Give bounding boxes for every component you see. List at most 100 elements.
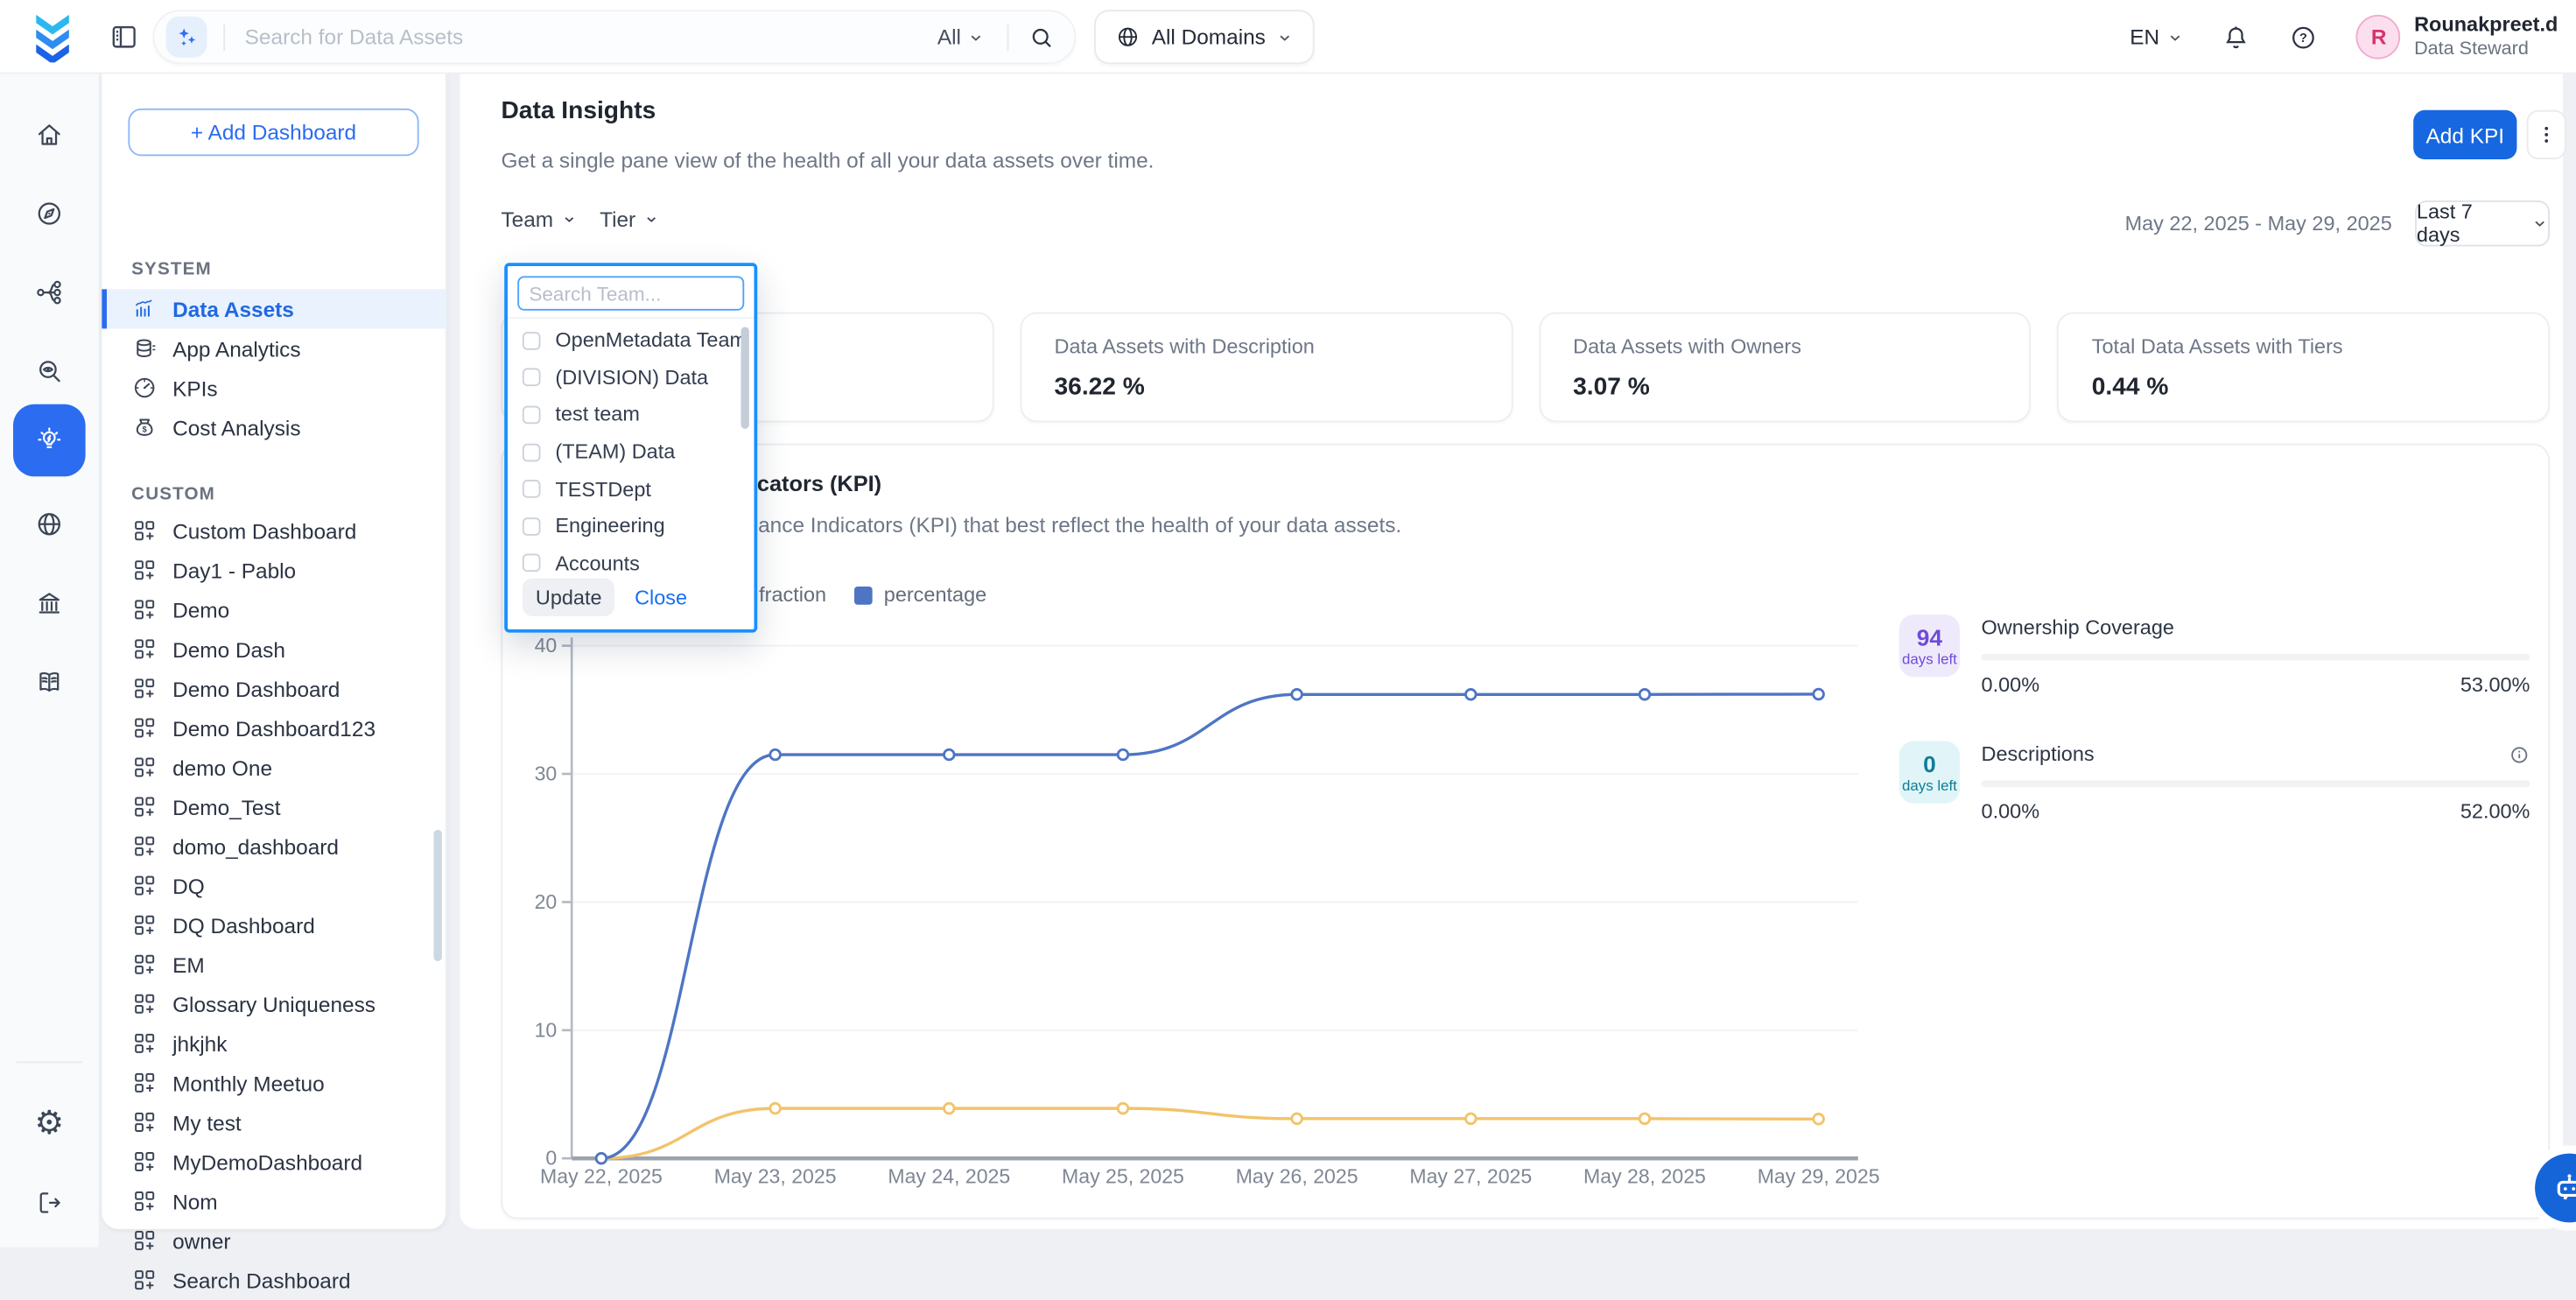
nav-rail-item[interactable] [28, 581, 71, 624]
section-title-system: SYSTEM [131, 259, 212, 280]
sidebar-item[interactable]: demo One [102, 748, 445, 787]
svg-text:May 24, 2025: May 24, 2025 [888, 1164, 1010, 1187]
language-label: EN [2130, 25, 2160, 50]
team-option[interactable]: (DIVISION) Data [508, 359, 755, 396]
nav-rail-item[interactable] [28, 350, 71, 393]
team-option[interactable]: Accounts [508, 545, 755, 581]
summary-card: Data Assets with Description 36.22 % [1020, 312, 1513, 423]
sidebar-item[interactable]: Search Dashboard [102, 1261, 445, 1300]
sidebar-item[interactable]: Day1 - Pablo [102, 551, 445, 590]
add-kpi-button[interactable]: Add KPI [2413, 109, 2517, 160]
sidebar-item[interactable]: App Analytics [102, 328, 445, 368]
team-search-input[interactable] [517, 276, 745, 311]
add-dashboard-button[interactable]: + Add Dashboard [128, 108, 419, 157]
nav-rail-item[interactable] [28, 1181, 71, 1224]
nav-rail-item[interactable] [28, 114, 71, 157]
kpi-progress-target: 52.00% [2460, 800, 2530, 824]
sidebar-item[interactable]: DQ [102, 866, 445, 905]
nav-rail-item[interactable]: ⚙ [34, 1105, 65, 1142]
nav-rail-item[interactable] [28, 661, 71, 704]
ai-sparkle-icon[interactable] [165, 16, 207, 58]
sidebar-item[interactable]: owner [102, 1221, 445, 1261]
sidebar-item[interactable]: KPIs [102, 368, 445, 407]
sidebar-item[interactable]: Glossary Uniqueness [102, 984, 445, 1023]
sidebar-item[interactable]: Demo Dash [102, 629, 445, 669]
days-left-value: 0 [1923, 749, 1936, 776]
nav-rail-item[interactable] [13, 404, 86, 477]
sidebar-item[interactable]: Demo Dashboard [102, 669, 445, 708]
sidebar-item[interactable]: Nom [102, 1181, 445, 1220]
kpi-progress-item[interactable]: 0 days left Descriptions [1899, 741, 2530, 823]
team-option-checkbox[interactable] [522, 480, 541, 499]
team-option[interactable]: OpenMetadata Team [508, 322, 755, 359]
days-left-badge: 94 days left [1899, 614, 1961, 678]
team-option-checkbox[interactable] [522, 442, 541, 461]
sidebar-item[interactable]: DQ Dashboard [102, 905, 445, 945]
team-option[interactable]: (TEAM) Data [508, 433, 755, 470]
sidebar-item-label: domo_dashboard [172, 833, 340, 859]
sidebar-item[interactable]: domo_dashboard [102, 826, 445, 866]
team-option[interactable]: test team [508, 397, 755, 433]
sidebar-item[interactable]: $ Cost Analysis [102, 407, 445, 446]
global-search-bar[interactable]: All [152, 10, 1077, 65]
tier-filter[interactable]: Tier [600, 207, 658, 232]
help-icon[interactable]: ? [2289, 22, 2319, 52]
sidebar-scrollbar[interactable] [433, 829, 442, 961]
time-range-select[interactable]: Last 7 days [2415, 200, 2550, 247]
nav-rail-item[interactable] [28, 193, 71, 235]
team-option[interactable]: Engineering [508, 508, 755, 545]
team-option-checkbox[interactable] [522, 554, 541, 573]
kpi-progress-item[interactable]: 94 days left Ownership Coverage [1899, 614, 2530, 697]
search-scope-select[interactable]: All [930, 25, 990, 49]
sidebar-item[interactable]: Demo Dashboard123 [102, 708, 445, 748]
close-button[interactable]: Close [635, 586, 688, 609]
sidebar-item[interactable]: EM [102, 945, 445, 984]
team-filter-dropdown: OpenMetadata Team (DIVISION) Data test t… [504, 263, 758, 633]
sidebar-item[interactable]: MyDemoDashboard [102, 1142, 445, 1181]
date-range-text: May 22, 2025 - May 29, 2025 [2124, 212, 2392, 235]
search-scope-label: All [937, 25, 961, 50]
user-menu[interactable]: R Rounakpreet.d Data Steward [2356, 13, 2558, 60]
svg-text:30: 30 [535, 762, 558, 785]
update-button[interactable]: Update [522, 578, 615, 616]
sidebar-item-label: Data Assets [172, 296, 294, 321]
all-domains-button[interactable]: All Domains [1094, 10, 1316, 65]
nav-rail-item[interactable] [28, 271, 71, 314]
tier-filter-label: Tier [600, 207, 636, 232]
sidebar-item[interactable]: jhkjhk [102, 1023, 445, 1063]
legend-item[interactable]: percentage [853, 583, 986, 607]
sidebar-item-label: demo One [172, 755, 273, 780]
team-option-checkbox[interactable] [522, 405, 541, 425]
team-filter[interactable]: Team [501, 207, 576, 232]
language-select[interactable]: EN [2130, 25, 2184, 49]
team-option[interactable]: TESTDept [508, 471, 755, 508]
kpi-progress-title: Descriptions [1981, 742, 2095, 766]
team-option-checkbox[interactable] [522, 369, 541, 387]
sidebar-item-label: Demo Dash [172, 636, 285, 662]
sidebar-item[interactable]: Demo_Test [102, 787, 445, 826]
sidebar-item[interactable]: Demo [102, 590, 445, 629]
team-option-checkbox[interactable] [522, 516, 541, 536]
chevron-down-icon [2171, 34, 2181, 40]
info-icon[interactable] [2509, 743, 2530, 764]
team-option-checkbox[interactable] [522, 331, 541, 350]
kpi-progress-start: 0.00% [1981, 673, 2040, 697]
search-icon[interactable] [1028, 24, 1055, 50]
user-avatar[interactable]: R [2356, 14, 2402, 60]
search-input[interactable] [241, 23, 931, 52]
nav-rail-item[interactable] [28, 502, 71, 545]
dropdown-scrollbar[interactable] [741, 327, 749, 429]
sidebar-item[interactable]: Monthly Meetuo [102, 1063, 445, 1102]
page-subtitle: Get a single pane view of the health of … [501, 147, 1155, 173]
sidebar-item[interactable]: Custom Dashboard [102, 511, 445, 551]
sidebar-item[interactable]: My test [102, 1102, 445, 1142]
days-left-label: days left [1901, 650, 1957, 667]
sidebar-toggle-icon[interactable] [109, 21, 140, 53]
svg-text:$: $ [143, 425, 148, 433]
openmetadata-logo[interactable] [26, 10, 79, 63]
more-options-button[interactable] [2526, 109, 2566, 160]
globe-icon [1118, 27, 1138, 46]
notifications-bell-icon[interactable] [2222, 22, 2251, 52]
sidebar-item[interactable]: Data Assets [102, 289, 446, 329]
user-role: Data Steward [2414, 39, 2529, 60]
